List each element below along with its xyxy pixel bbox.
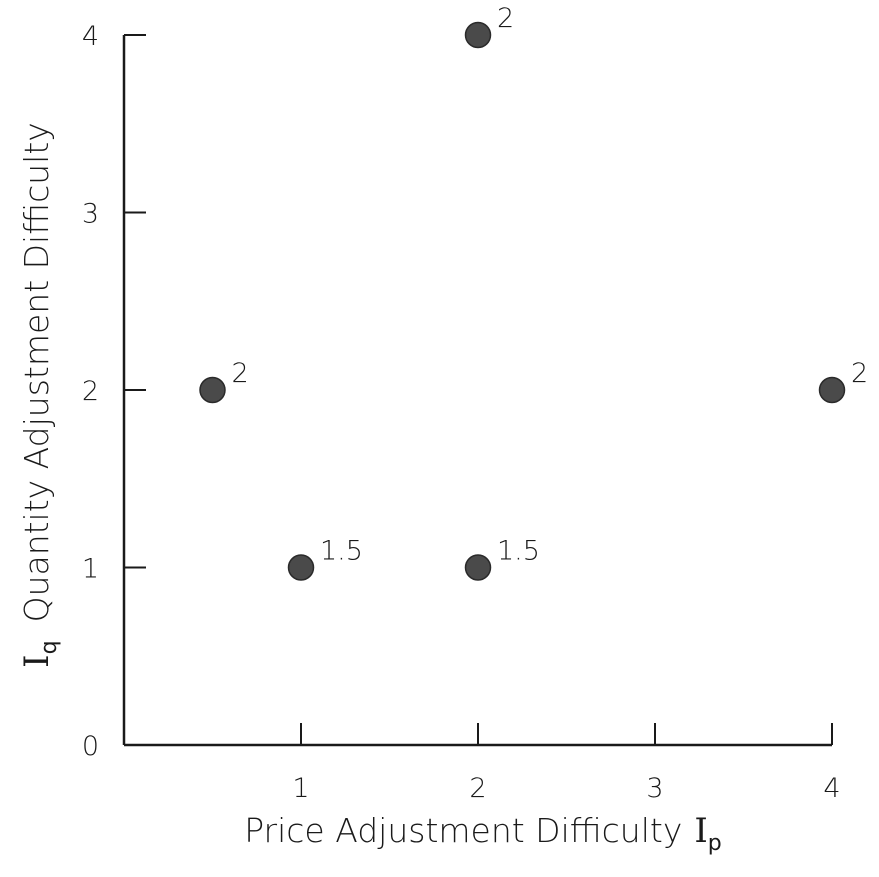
data-point-label: 2 bbox=[851, 358, 868, 389]
data-point-label: 2 bbox=[232, 358, 249, 389]
data-points: 2 1.5 1.5 2 2 bbox=[199, 3, 868, 581]
x-ticks: 1 2 3 4 bbox=[292, 723, 841, 804]
data-point bbox=[464, 21, 492, 49]
data-point bbox=[818, 376, 846, 404]
x-axis-label: Price Adjustment Difficulty bbox=[244, 811, 682, 850]
x-axis-symbol-sub: p bbox=[708, 831, 722, 856]
data-point-label: 2 bbox=[497, 3, 514, 34]
x-tick-label: 3 bbox=[646, 773, 663, 804]
data-point bbox=[287, 554, 315, 581]
y-axis-label: Quantity Adjustment Difficulty bbox=[17, 122, 56, 622]
data-point-label: 1.5 bbox=[320, 536, 363, 567]
x-tick-label: 4 bbox=[823, 773, 840, 804]
x-axis-symbol: I bbox=[694, 811, 707, 851]
y-tick-label: 3 bbox=[82, 199, 99, 230]
y-tick-label: 1 bbox=[82, 554, 99, 585]
data-point bbox=[464, 554, 492, 581]
y-ticks: 0 1 2 3 4 bbox=[82, 21, 146, 762]
x-tick-label: 2 bbox=[469, 773, 486, 804]
y-tick-label: 0 bbox=[82, 731, 99, 762]
x-tick-label: 1 bbox=[292, 773, 309, 804]
y-tick-label: 4 bbox=[82, 21, 99, 52]
data-point bbox=[199, 376, 226, 404]
svg-text:IqQuantity Adjustment Difficul: Iq Quantity Adjustment Difficulty bbox=[17, 122, 62, 668]
data-point-label: 1.5 bbox=[497, 536, 540, 567]
y-axis-title: Iq Quantity Adjustment Difficulty bbox=[17, 122, 62, 668]
y-tick-label: 2 bbox=[82, 376, 99, 407]
y-axis-symbol-sub: q bbox=[37, 640, 62, 654]
x-axis-title: Price Adjustment Difficulty Ip bbox=[244, 811, 722, 856]
y-axis-symbol: I bbox=[17, 654, 57, 667]
